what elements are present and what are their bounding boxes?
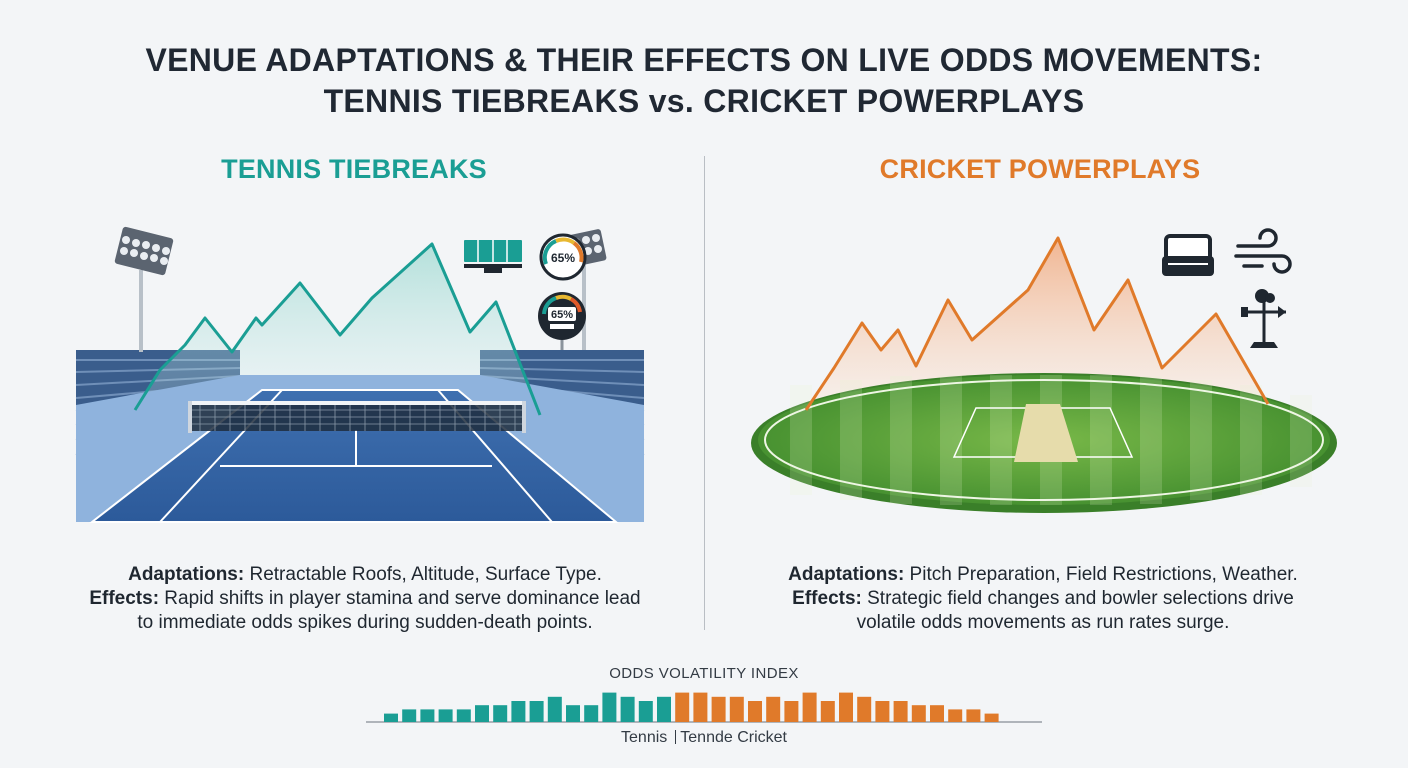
tennis-volatility-bar bbox=[493, 705, 508, 722]
cricket-volatility-bar bbox=[857, 696, 872, 722]
panel-divider bbox=[704, 156, 705, 630]
page-title-line-2: TENNIS TIEBREAKS vs. CRICKET POWERPLAYS bbox=[323, 83, 1085, 119]
cricket-volatility-bar bbox=[984, 713, 999, 722]
tennis-volatility-bar bbox=[566, 705, 580, 722]
tennis-effects-text-2: to immediate odds spikes during sudden-d… bbox=[137, 612, 593, 633]
cricket-volatility-bar bbox=[875, 701, 890, 722]
tennis-volatility-bar bbox=[420, 709, 435, 722]
cricket-volatility-bar bbox=[784, 701, 799, 722]
tennis-odds-area bbox=[135, 244, 540, 415]
cricket-odds-line bbox=[804, 236, 1270, 411]
tennis-volatility-bar bbox=[638, 701, 653, 722]
cricket-adaptations-text: Pitch Preparation, Field Restrictions, W… bbox=[904, 564, 1298, 585]
tennis-odds-line bbox=[133, 242, 542, 416]
cricket-pitch bbox=[1014, 404, 1078, 462]
tennis-volatility-bar bbox=[384, 713, 398, 722]
tennis-effects-label: Effects: bbox=[89, 588, 160, 609]
cricket-volatility-bar bbox=[802, 692, 817, 722]
cricket-description: Adaptations: Pitch Preparation, Field Re… bbox=[718, 563, 1368, 635]
tennis-volatility-bar bbox=[620, 696, 635, 722]
tennis-volatility-bar bbox=[438, 709, 453, 722]
volatility-index-legend: Tennis Tennde Cricket bbox=[0, 729, 1408, 747]
tennis-volatility-bar bbox=[584, 705, 599, 722]
tennis-effects-text: Rapid shifts in player stamina and serve… bbox=[159, 588, 641, 609]
cricket-heading: CRICKET POWERPLAYS bbox=[879, 154, 1201, 184]
tennis-volatility-bar bbox=[657, 696, 671, 722]
cricket-volatility-bar bbox=[729, 696, 744, 722]
cricket-volatility-bar bbox=[693, 692, 708, 722]
cricket-volatility-bar bbox=[766, 696, 781, 722]
altitude-gauge-icon: 65% bbox=[538, 292, 586, 350]
gauge-bottom-value: 65% bbox=[551, 309, 573, 321]
tennis-volatility-bar bbox=[602, 692, 617, 722]
cricket-volatility-bar bbox=[893, 701, 908, 722]
cricket-volatility-bar bbox=[930, 705, 944, 722]
retractable-roof-icon bbox=[464, 240, 522, 273]
legend-cricket: Tennde Cricket bbox=[680, 729, 787, 746]
cricket-adaptations-label: Adaptations: bbox=[788, 564, 905, 585]
page-title-line-1: VENUE ADAPTATIONS & THEIR EFFECTS ON LIV… bbox=[145, 42, 1263, 78]
legend-separator bbox=[675, 730, 677, 744]
cricket-volatility-bar bbox=[675, 692, 690, 722]
altitude-gauge-icon: 65% bbox=[539, 233, 587, 281]
cricket-volatility-bar bbox=[711, 696, 726, 722]
tennis-volatility-bar bbox=[511, 701, 526, 722]
tennis-volatility-bar bbox=[402, 709, 417, 722]
tennis-volatility-bar bbox=[529, 701, 544, 722]
tennis-net bbox=[188, 401, 526, 433]
cricket-volatility-bar bbox=[911, 705, 926, 722]
tennis-adaptations-label: Adaptations: bbox=[128, 564, 245, 585]
cricket-volatility-bar bbox=[820, 701, 835, 722]
tennis-description: Adaptations: Retractable Roofs, Altitude… bbox=[40, 563, 690, 635]
cricket-volatility-bar bbox=[748, 701, 762, 722]
cricket-effects-text: Strategic field changes and bowler selec… bbox=[861, 588, 1294, 609]
weather-vane-icon bbox=[1241, 289, 1286, 348]
cricket-volatility-bar bbox=[966, 709, 981, 722]
page-title: VENUE ADAPTATIONS & THEIR EFFECTS ON LIV… bbox=[0, 40, 1408, 122]
tennis-adaptations-text: Retractable Roofs, Altitude, Surface Typ… bbox=[244, 564, 602, 585]
cricket-field bbox=[751, 373, 1337, 513]
tennis-volatility-bar bbox=[547, 696, 562, 722]
cricket-volatility-bar bbox=[839, 692, 853, 722]
floodlight-icon bbox=[114, 226, 174, 352]
tennis-volatility-bar bbox=[475, 705, 489, 722]
tennis-heading: TENNIS TIEBREAKS bbox=[221, 154, 487, 184]
cricket-volatility-bar bbox=[948, 709, 963, 722]
cricket-effects-label: Effects: bbox=[792, 588, 862, 609]
volatility-index-title: ODDS VOLATILITY INDEX bbox=[609, 665, 799, 682]
gauge-top-value: 65% bbox=[551, 251, 575, 265]
legend-tennis: Tennis bbox=[621, 729, 668, 746]
cricket-effects-text-2: volatile odds movements as run rates sur… bbox=[856, 612, 1230, 633]
pitch-roller-icon bbox=[1162, 234, 1214, 276]
cricket-odds-area bbox=[806, 238, 1268, 410]
tennis-volatility-bar bbox=[456, 709, 471, 722]
wind-icon bbox=[1234, 228, 1292, 274]
